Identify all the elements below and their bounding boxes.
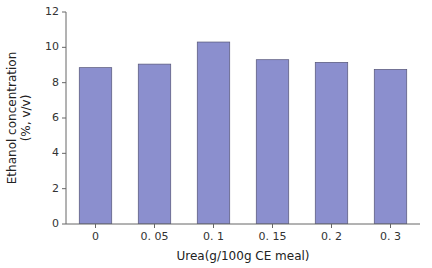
x-tick [95,224,96,228]
y-tick [62,47,66,48]
bar [374,69,406,224]
x-tick [390,224,391,228]
bar [197,42,229,224]
y-tick-label: 2 [52,182,59,195]
y-tick [62,153,66,154]
x-tick [272,224,273,228]
y-tick [62,118,66,119]
y-tick-label: 4 [52,146,59,159]
x-tick [213,224,214,228]
x-tick-label: 0. 2 [321,230,342,243]
y-axis-title: Ethanol concentration(%, v/v) [5,52,33,184]
bar [79,68,111,224]
chart-container: 0 2 4 6 8 10 12 0 0. 05 0. 1 0. 15 0. 2 0. 3 Urea(g/1… [0,0,432,268]
bar [138,64,170,224]
x-tick-label: 0. 1 [203,230,224,243]
y-tick-label: 10 [45,40,59,53]
bar [315,62,347,224]
x-tick-label: 0 [92,230,99,243]
bar [256,60,288,224]
y-axis-title-line: Ethanol concentration [5,52,19,184]
bars [79,42,406,224]
y-tick [62,188,66,189]
y-tick [62,12,66,13]
y-axis-line [66,12,67,224]
x-axis-line [66,224,420,225]
x-axis-title: Urea(g/100g CE meal) [176,249,309,263]
y-tick [62,224,66,225]
chart: 0 2 4 6 8 10 12 0 0. 05 0. 1 0. 15 0. 2 0. 3 Urea(g/1… [0,0,432,268]
y-tick [62,82,66,83]
x-tick [154,224,155,228]
y-tick-label: 0 [52,217,59,230]
x-tick-label: 0. 15 [259,230,287,243]
y-tick-label: 8 [52,76,59,89]
x-tick [331,224,332,228]
y-axis-title-line: (%, v/v) [19,95,33,142]
y-tick-label: 6 [52,111,59,124]
x-tick-label: 0. 05 [141,230,169,243]
y-tick-label: 12 [45,5,59,18]
x-tick-label: 0. 3 [380,230,401,243]
